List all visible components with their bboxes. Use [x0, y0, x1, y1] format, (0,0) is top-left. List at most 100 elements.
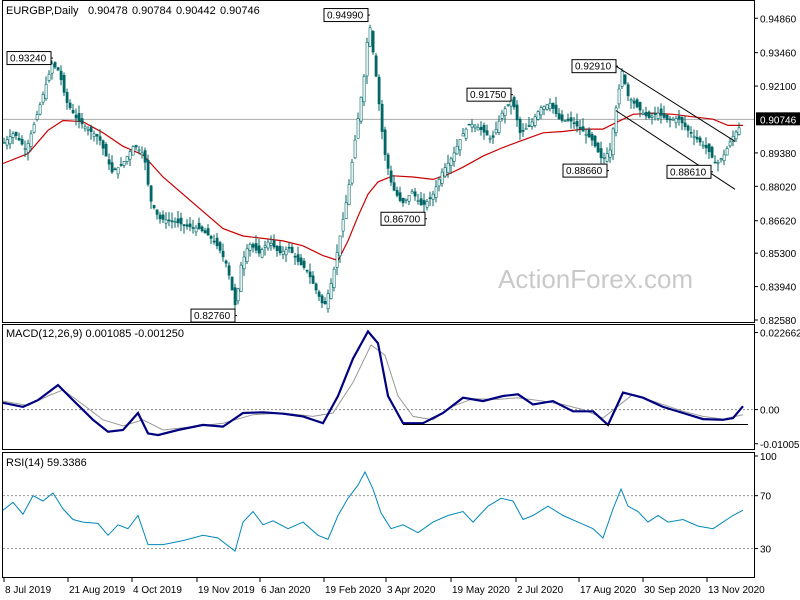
- candle-body: [116, 167, 120, 175]
- candle-body: [62, 74, 66, 93]
- candle-body: [299, 257, 303, 266]
- candle-body: [296, 254, 300, 262]
- candle-body: [65, 92, 69, 103]
- candle-body: [347, 184, 351, 205]
- candle-body: [716, 161, 720, 164]
- candle-body: [350, 161, 354, 184]
- candle-body: [671, 118, 675, 121]
- candle-body: [134, 145, 138, 148]
- candle-body: [212, 240, 216, 243]
- candle-body: [464, 128, 468, 139]
- candle-body: [221, 250, 225, 258]
- candle-body: [542, 105, 546, 110]
- macd-main-line: [2, 329, 744, 437]
- candle-body: [257, 245, 261, 254]
- candle-body: [632, 100, 636, 104]
- annotation-label: 0.93240: [10, 54, 47, 65]
- candle-body: [686, 125, 690, 131]
- candle-body: [713, 161, 717, 164]
- candle-body: [533, 116, 537, 126]
- candle-body: [410, 191, 414, 194]
- candle-body: [443, 167, 447, 177]
- watermark: ActionForex.com: [498, 264, 693, 294]
- candle-body: [131, 146, 135, 156]
- candle-body: [653, 113, 657, 115]
- candle-body: [434, 186, 438, 198]
- candle-body: [263, 245, 267, 248]
- candle-body: [572, 122, 576, 125]
- candle-body: [569, 117, 573, 122]
- candle-body: [266, 241, 270, 249]
- annotation-box: [666, 164, 712, 179]
- candle-body: [659, 108, 663, 116]
- annotation-label: 0.91750: [470, 90, 507, 101]
- candle-body: [323, 301, 327, 305]
- candle-body: [545, 104, 549, 110]
- candle-body: [734, 131, 738, 140]
- annotation-box: [190, 308, 236, 323]
- price-tick-label: 0.83940: [760, 283, 797, 294]
- candle-body: [461, 133, 465, 137]
- candle-body: [584, 133, 588, 136]
- candle-body: [404, 198, 408, 201]
- candle-body: [314, 283, 318, 291]
- candle-body: [581, 126, 585, 132]
- candle-body: [170, 220, 174, 223]
- candle-body: [605, 153, 609, 162]
- price-tick-label: 0.93460: [760, 49, 797, 60]
- candle-body: [83, 126, 87, 129]
- candle-body: [437, 179, 441, 187]
- candle-body: [440, 171, 444, 184]
- candle-body: [728, 141, 732, 147]
- candle-body: [425, 201, 429, 208]
- candle-body: [326, 293, 330, 310]
- candle-body: [164, 219, 168, 224]
- candle-body: [476, 127, 480, 131]
- candle-body: [629, 99, 633, 102]
- candle-body: [668, 118, 672, 121]
- candle-body: [68, 102, 72, 108]
- candle-body: [95, 134, 99, 137]
- channel-lines: [615, 65, 736, 190]
- candle-body: [593, 135, 597, 147]
- candle-body: [11, 133, 15, 138]
- candle-body: [53, 62, 57, 68]
- candle-body: [92, 133, 96, 137]
- candle-body: [269, 243, 273, 246]
- price-tick-label: 0.86620: [760, 217, 797, 228]
- candle-body: [317, 291, 321, 297]
- rsi-title: RSI(14) 59.3386: [6, 457, 87, 469]
- candle-body: [80, 118, 84, 125]
- candle-body: [623, 74, 627, 84]
- candle-body: [308, 271, 312, 278]
- price-tick-label: 0.92100: [760, 82, 797, 93]
- price-panel-frame: [2, 0, 755, 323]
- candle-body: [146, 159, 150, 185]
- candle-body: [236, 288, 240, 302]
- candle-body: [524, 128, 528, 130]
- candle-body: [473, 125, 477, 129]
- annotation-box: [6, 51, 52, 66]
- x-tick-label: 19 May 2020: [452, 585, 510, 596]
- rsi-tick-label: 100: [760, 452, 777, 463]
- candle-body: [281, 250, 285, 255]
- candle-body: [107, 159, 111, 165]
- x-tick-label: 2 Jul 2020: [517, 585, 564, 596]
- candle-body: [467, 123, 471, 126]
- candle-body: [614, 107, 618, 133]
- candle-body: [680, 117, 684, 124]
- candle-body: [179, 217, 183, 225]
- candle-body: [737, 127, 741, 135]
- candle-body: [137, 149, 141, 152]
- candle-body: [530, 121, 534, 127]
- candle-body: [575, 120, 579, 127]
- candle-body: [470, 123, 474, 128]
- candle-body: [227, 265, 231, 276]
- rsi-y-ticks: 100 70 30: [754, 452, 777, 556]
- x-tick-label: 21 Aug 2019: [69, 585, 126, 596]
- candle-body: [278, 245, 282, 253]
- candle-body: [35, 114, 39, 120]
- candle-body: [20, 139, 24, 145]
- candle-body: [677, 116, 681, 120]
